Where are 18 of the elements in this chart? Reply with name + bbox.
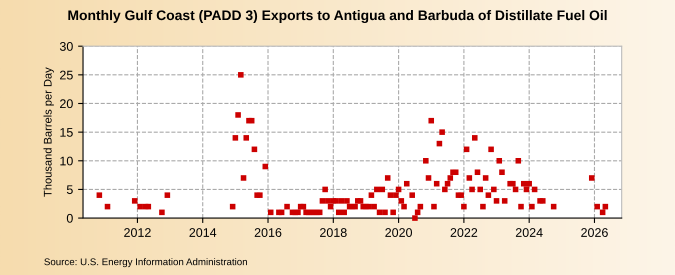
y-tick-label: 20: [60, 99, 73, 108]
x-tick-label: 2020: [385, 228, 412, 237]
source-note: Source: U.S. Energy Information Administration: [44, 258, 247, 268]
x-tick-label: 2012: [124, 228, 151, 237]
x-tick-label: 2018: [320, 228, 347, 237]
x-tick-label: 2024: [516, 228, 543, 237]
y-tick-label: 5: [66, 185, 73, 194]
x-tick-label: 2022: [450, 228, 478, 237]
x-tick-label: 2014: [189, 228, 216, 237]
y-tick-label: 25: [60, 70, 73, 80]
x-tick-label: 2026: [581, 228, 608, 237]
y-tick-label: 30: [60, 42, 73, 51]
y-tick-label: 0: [66, 214, 73, 223]
y-tick-label: 15: [60, 128, 73, 137]
y-tick-label: 10: [60, 156, 73, 166]
x-tick-label: 2016: [254, 228, 282, 237]
y-axis-title: Thousand Barrels per Day: [43, 67, 54, 197]
chart-title: Monthly Gulf Coast (PADD 3) Exports to Antigua and Barbuda of Distillate Fuel Oil: [68, 10, 607, 24]
